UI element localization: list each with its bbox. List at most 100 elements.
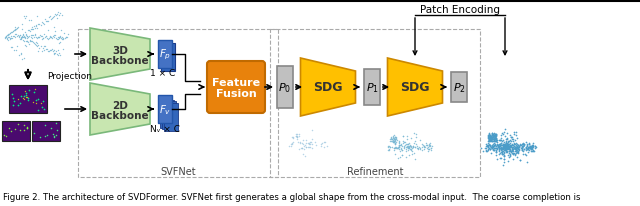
- Point: [3, 34, 13, 37]
- Point: [492, 147, 502, 151]
- Point: [404, 147, 414, 150]
- Point: [499, 131, 509, 134]
- Point: [402, 146, 412, 149]
- Point: [53, 12, 63, 15]
- Point: [487, 144, 497, 148]
- Point: [486, 138, 497, 142]
- Point: [490, 136, 500, 139]
- Point: [420, 146, 431, 149]
- Point: [506, 145, 516, 149]
- Text: $F_v$: $F_v$: [159, 103, 171, 116]
- Point: [17, 36, 27, 39]
- Point: [503, 140, 513, 144]
- Point: [489, 133, 499, 137]
- Point: [486, 146, 497, 149]
- Point: [484, 148, 495, 151]
- Point: [485, 145, 495, 148]
- Point: [10, 36, 20, 40]
- Point: [502, 147, 513, 150]
- Point: [487, 137, 497, 141]
- Point: [1, 135, 12, 138]
- Point: [526, 148, 536, 151]
- Point: [482, 145, 492, 148]
- Point: [26, 20, 36, 23]
- Point: [514, 146, 524, 149]
- Point: [60, 37, 70, 41]
- Point: [481, 145, 491, 148]
- Point: [497, 150, 507, 153]
- Point: [492, 158, 502, 161]
- Point: [504, 148, 515, 151]
- Point: [287, 142, 297, 146]
- Point: [317, 142, 328, 145]
- Point: [502, 153, 513, 157]
- Point: [29, 36, 39, 40]
- Point: [407, 150, 417, 153]
- Point: [403, 135, 413, 138]
- Point: [28, 34, 38, 38]
- Point: [487, 147, 497, 150]
- Point: [417, 142, 428, 145]
- Point: [390, 142, 401, 145]
- Point: [58, 39, 68, 42]
- Point: [521, 146, 531, 149]
- Point: [389, 147, 399, 150]
- Point: [424, 143, 435, 147]
- Point: [24, 30, 35, 33]
- Point: [516, 147, 527, 150]
- Point: [393, 157, 403, 160]
- Point: [49, 35, 60, 38]
- Point: [504, 156, 514, 159]
- Point: [486, 152, 496, 155]
- Point: [422, 146, 432, 150]
- Point: [484, 146, 494, 150]
- Point: [506, 136, 516, 139]
- Point: [291, 133, 301, 136]
- Point: [493, 145, 503, 148]
- Point: [400, 144, 410, 147]
- Point: [40, 37, 50, 40]
- Point: [11, 49, 21, 52]
- Point: [506, 140, 516, 143]
- Point: [513, 147, 524, 150]
- Point: [38, 23, 49, 27]
- Point: [397, 148, 408, 152]
- Point: [18, 33, 28, 36]
- Point: [15, 129, 25, 132]
- Point: [490, 136, 500, 139]
- Point: [517, 149, 527, 152]
- Point: [490, 137, 500, 140]
- Point: [61, 36, 71, 40]
- Point: [387, 136, 397, 139]
- Point: [391, 140, 401, 144]
- Point: [516, 144, 527, 148]
- Point: [389, 137, 399, 141]
- Point: [517, 143, 527, 146]
- Point: [292, 141, 303, 144]
- Point: [33, 98, 44, 101]
- Text: Backbone: Backbone: [91, 110, 149, 121]
- Point: [528, 142, 538, 145]
- Point: [497, 144, 507, 147]
- Point: [40, 48, 51, 52]
- Point: [495, 133, 506, 137]
- Point: [404, 145, 415, 148]
- Point: [33, 36, 44, 39]
- Point: [502, 145, 513, 148]
- Point: [10, 128, 20, 131]
- FancyBboxPatch shape: [2, 121, 30, 141]
- Point: [29, 26, 40, 29]
- Point: [13, 26, 23, 29]
- Point: [500, 135, 510, 138]
- Point: [17, 36, 27, 39]
- Point: [35, 25, 45, 28]
- Point: [492, 141, 502, 144]
- Point: [27, 37, 37, 41]
- Point: [496, 147, 506, 151]
- Point: [384, 148, 394, 152]
- Point: [54, 37, 65, 40]
- Point: [522, 143, 532, 146]
- Point: [496, 137, 506, 140]
- Point: [4, 127, 14, 130]
- Point: [5, 37, 15, 40]
